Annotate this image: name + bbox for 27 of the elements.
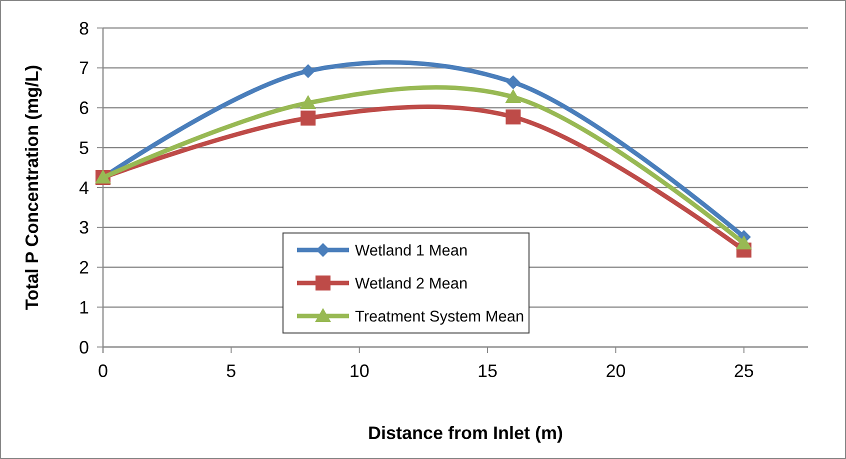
point xyxy=(301,64,316,78)
point xyxy=(506,109,521,124)
point xyxy=(505,88,522,103)
x-tick-label: 25 xyxy=(734,361,754,381)
x-tick-label: 20 xyxy=(606,361,626,381)
y-tick-label: 1 xyxy=(78,297,89,318)
y-tick-label: 3 xyxy=(78,218,89,238)
x-tick-label: 10 xyxy=(349,361,370,381)
legend-label: Wetland 1 Mean xyxy=(355,242,468,260)
x-axis-title: Distance from Inlet (m) xyxy=(368,423,564,443)
y-tick-label: 2 xyxy=(78,258,89,278)
point xyxy=(506,75,520,90)
x-tick-label: 15 xyxy=(478,361,498,381)
x-tick-label: 0 xyxy=(98,361,108,381)
point xyxy=(736,235,752,250)
y-tick-label: 5 xyxy=(78,138,89,158)
y-axis-title: Total P Concentration (mg/L) xyxy=(22,64,42,310)
x-tick-label: 5 xyxy=(226,361,236,381)
legend-label: Treatment System Mean xyxy=(355,308,524,326)
point xyxy=(300,94,316,109)
legend-label: Wetland 2 Mean xyxy=(355,275,468,292)
y-tick-label: 0 xyxy=(78,337,89,358)
y-tick-label: 6 xyxy=(78,98,89,118)
y-tick-label: 4 xyxy=(78,178,89,198)
y-tick-label: 8 xyxy=(78,18,89,38)
y-tick-label: 7 xyxy=(78,58,89,78)
point xyxy=(300,110,316,126)
